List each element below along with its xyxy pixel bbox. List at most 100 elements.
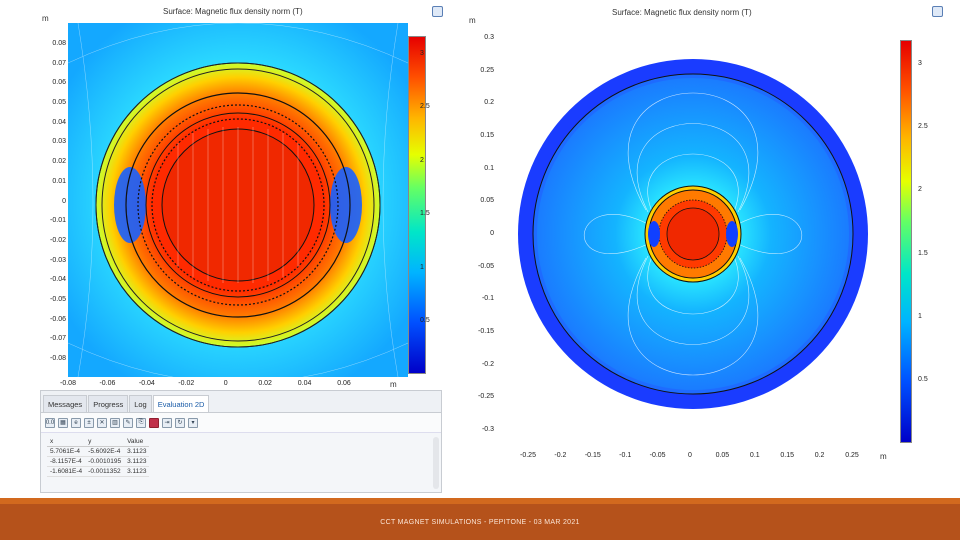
- tab-messages[interactable]: Messages: [43, 395, 88, 412]
- update-icon[interactable]: ↻: [175, 417, 185, 428]
- y-tick-label: -0.1: [481, 295, 494, 303]
- export-icon[interactable]: ⇥: [162, 417, 172, 428]
- y-tick-label: 0.03: [52, 138, 66, 146]
- colorbar-tick-label: 1: [420, 263, 424, 271]
- x-tick-label: -0.02: [178, 380, 195, 387]
- cell-y: -5.6092E-4: [85, 446, 125, 457]
- x-tick-label: 0: [223, 380, 228, 387]
- right-plot-view-button[interactable]: [932, 6, 943, 17]
- tab-evaluation-2d[interactable]: Evaluation 2D: [152, 395, 210, 412]
- y-tick-label: 0.3: [484, 34, 494, 41]
- cell-y: -0.0011352: [85, 466, 125, 477]
- x-tick-label: 0.2: [814, 452, 825, 459]
- x-tick-label: -0.05: [649, 452, 666, 459]
- y-tick-label: -0.15: [478, 328, 494, 335]
- cell-value: 3.1123: [124, 446, 150, 457]
- dropdown-icon[interactable]: ▾: [188, 417, 198, 428]
- x-tick-label: -0.25: [520, 452, 536, 459]
- precision-icon[interactable]: 0.0: [45, 417, 55, 428]
- y-tick-label: 0.2: [484, 99, 494, 107]
- y-tick-label: -0.05: [478, 262, 494, 270]
- y-tick-label: -0.01: [50, 217, 66, 225]
- colorbar-tick-label: 2: [918, 186, 922, 194]
- y-tick-label: 0.04: [52, 118, 66, 126]
- colorbar-tick-label: 0.5: [918, 376, 928, 383]
- column-header-x[interactable]: x: [47, 437, 86, 447]
- x-tick-label: 0.25: [845, 452, 859, 459]
- right-plot-field-map: [498, 24, 888, 448]
- left-plot-colorbar: [408, 36, 426, 374]
- y-tick-label: 0.01: [52, 177, 66, 185]
- x-tick-label: 0.04: [297, 380, 312, 387]
- right-plot-colorbar: [900, 40, 912, 443]
- x-tick-label: -0.04: [138, 380, 155, 387]
- right-plot-x-unit: m: [880, 452, 887, 461]
- results-tabs: Messages Progress Log Evaluation 2D: [41, 391, 441, 413]
- stop-icon[interactable]: [149, 417, 159, 428]
- x-tick-label: -0.06: [99, 380, 116, 387]
- y-tick-label: 0.15: [480, 132, 494, 139]
- x-tick-label: 0.06: [337, 380, 351, 387]
- x-tick-label: -0.08: [60, 380, 76, 387]
- x-tick-label: -0.2: [554, 452, 567, 459]
- table-format-icon[interactable]: ▦: [58, 417, 68, 428]
- x-tick-label: 0.05: [715, 452, 730, 459]
- y-tick-label: -0.05: [50, 295, 66, 303]
- colorbar-tick-label: 3: [420, 50, 424, 57]
- y-tick-label: 0: [62, 197, 66, 205]
- left-plot-view-button[interactable]: [432, 6, 443, 17]
- cell-value: 3.1123: [124, 466, 150, 477]
- x-tick-label: 0.15: [780, 452, 794, 459]
- results-toolbar: 0.0 ▦ e ± ✕ ▥ ✎ ⎘ ⇥ ↻ ▾: [41, 413, 441, 433]
- column-header-y[interactable]: y: [85, 437, 125, 447]
- y-tick-label: -0.25: [478, 393, 494, 401]
- y-tick-label: -0.06: [50, 315, 66, 323]
- cell-y: -0.0010195: [85, 456, 125, 467]
- right-plot-title: Surface: Magnetic flux density norm (T): [612, 8, 752, 17]
- clear-column-icon[interactable]: ▥: [110, 417, 120, 428]
- colorbar-tick-label: 2.5: [918, 123, 928, 131]
- cell-value: 3.1123: [124, 456, 150, 467]
- table-row[interactable]: -8.1157E-4 -0.0010195 3.1123: [47, 456, 150, 467]
- colorbar-tick-label: 1.5: [420, 210, 430, 218]
- right-plot-panel: Surface: Magnetic flux density norm (T) …: [466, 4, 956, 466]
- tab-progress[interactable]: Progress: [88, 395, 129, 412]
- copy-icon[interactable]: ⎘: [136, 417, 146, 428]
- left-plot-title: Surface: Magnetic flux density norm (T): [163, 7, 303, 16]
- clear-table-icon[interactable]: ✕: [97, 417, 107, 428]
- footer-band: [0, 504, 960, 540]
- y-tick-label: 0.05: [480, 197, 494, 205]
- tab-log[interactable]: Log: [129, 395, 152, 412]
- cell-x: -1.6081E-4: [47, 466, 86, 477]
- table-row[interactable]: 5.7061E-4 -5.6092E-4 3.1123: [47, 446, 150, 457]
- y-tick-label: -0.08: [50, 355, 66, 362]
- y-tick-label: -0.03: [50, 256, 66, 264]
- sci-notation-icon[interactable]: e: [71, 417, 81, 428]
- right-plot-y-unit: m: [469, 16, 476, 25]
- plot-icon[interactable]: ✎: [123, 417, 133, 428]
- cell-x: 5.7061E-4: [47, 446, 86, 457]
- x-tick-label: -0.1: [619, 452, 632, 459]
- left-plot-field-map: [68, 23, 408, 377]
- left-plot-panel: Surface: Magnetic flux density norm (T) …: [38, 4, 444, 389]
- y-tick-label: 0.25: [480, 66, 494, 74]
- footer-accent-line: [0, 498, 960, 504]
- table-row[interactable]: -1.6081E-4 -0.0011352 3.1123: [47, 466, 150, 477]
- y-tick-label: 0.02: [52, 158, 66, 166]
- x-tick-label: 0.02: [258, 380, 272, 387]
- x-tick-label: -0.15: [584, 452, 601, 459]
- colorbar-tick-label: 3: [918, 60, 922, 67]
- results-scrollbar[interactable]: [433, 437, 439, 489]
- y-tick-label: 0.1: [484, 164, 494, 172]
- y-tick-label: 0.05: [52, 99, 66, 107]
- x-tick-label: 0: [688, 452, 692, 459]
- y-tick-label: -0.04: [50, 276, 66, 284]
- y-tick-label: 0.06: [52, 79, 66, 87]
- colorbar-tick-label: 2.5: [420, 103, 430, 111]
- colorbar-tick-label: 2: [420, 156, 424, 164]
- y-tick-label: -0.3: [481, 426, 494, 433]
- auto-precision-icon[interactable]: ±: [84, 417, 94, 428]
- column-header-value[interactable]: Value: [124, 437, 150, 447]
- results-table: x y Value 5.7061E-4 -5.6092E-4 3.1123 -8…: [47, 437, 150, 477]
- colorbar-tick-label: 0.5: [420, 317, 430, 324]
